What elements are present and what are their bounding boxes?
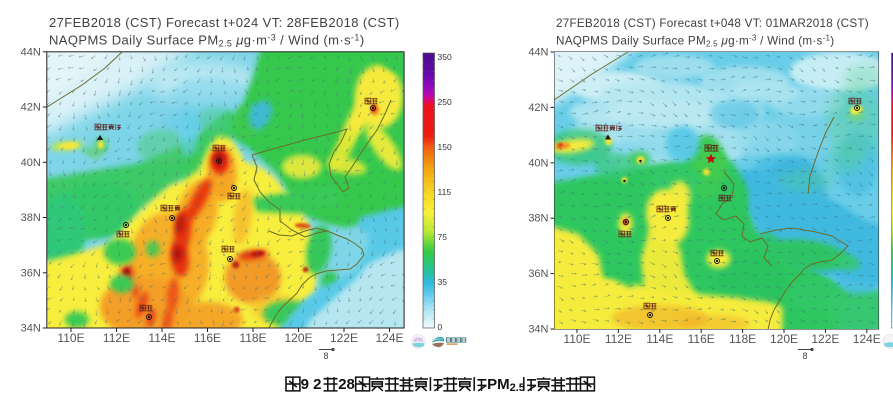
svg-text:35: 35 bbox=[438, 277, 448, 287]
svg-text:8: 8 bbox=[323, 351, 328, 361]
svg-text:40N: 40N bbox=[528, 157, 548, 169]
svg-text:124E: 124E bbox=[853, 332, 881, 346]
svg-text:114E: 114E bbox=[148, 331, 175, 345]
svg-text:75: 75 bbox=[438, 232, 448, 242]
svg-text:112E: 112E bbox=[605, 332, 632, 346]
svg-text:38N: 38N bbox=[528, 213, 548, 225]
svg-text:27FEB2018 (CST) Forecast t+048: 27FEB2018 (CST) Forecast t+048 VT: 01MAR… bbox=[556, 17, 869, 30]
svg-text:122E: 122E bbox=[811, 332, 839, 346]
svg-text:NAQPMS Daily Surface PM2.5 μg·: NAQPMS Daily Surface PM2.5 μg·m-3 / Wind… bbox=[49, 33, 365, 49]
svg-text:122E: 122E bbox=[330, 331, 358, 345]
svg-text:NAQPMS Daily Surface PM2.5 μg·: NAQPMS Daily Surface PM2.5 μg·m-3 / Wind… bbox=[556, 34, 834, 49]
svg-text:27FEB2018 (CST) Forecast t+024: 27FEB2018 (CST) Forecast t+024 VT: 28FEB… bbox=[49, 15, 400, 30]
svg-text:34N: 34N bbox=[528, 324, 548, 336]
svg-text:115: 115 bbox=[438, 187, 452, 197]
svg-text:112E: 112E bbox=[103, 331, 130, 345]
svg-text:36N: 36N bbox=[528, 268, 548, 280]
svg-text:118E: 118E bbox=[729, 332, 756, 346]
svg-text:250: 250 bbox=[438, 97, 452, 107]
svg-text:0: 0 bbox=[438, 322, 443, 332]
svg-text:120E: 120E bbox=[284, 331, 312, 345]
svg-text:36N: 36N bbox=[21, 267, 41, 279]
svg-text:116E: 116E bbox=[688, 332, 715, 346]
svg-text:42N: 42N bbox=[21, 102, 41, 114]
svg-text:124E: 124E bbox=[375, 331, 403, 345]
svg-text:120E: 120E bbox=[770, 332, 798, 346]
svg-text:9 2: 9 2 bbox=[301, 376, 322, 393]
svg-text:42N: 42N bbox=[528, 102, 548, 114]
svg-text:350: 350 bbox=[438, 52, 452, 62]
svg-text:110E: 110E bbox=[57, 331, 84, 345]
svg-text:28: 28 bbox=[338, 376, 355, 393]
svg-text:110E: 110E bbox=[563, 332, 590, 346]
svg-text:44N: 44N bbox=[21, 46, 41, 58]
svg-text:38N: 38N bbox=[21, 212, 41, 224]
svg-text:116E: 116E bbox=[194, 331, 221, 345]
svg-text:34N: 34N bbox=[21, 323, 41, 335]
svg-text:44N: 44N bbox=[528, 47, 548, 59]
svg-text:118E: 118E bbox=[239, 331, 266, 345]
svg-text:40N: 40N bbox=[21, 157, 41, 169]
svg-text:114E: 114E bbox=[646, 332, 673, 346]
svg-text:8: 8 bbox=[802, 351, 807, 361]
svg-text:150: 150 bbox=[438, 142, 452, 152]
